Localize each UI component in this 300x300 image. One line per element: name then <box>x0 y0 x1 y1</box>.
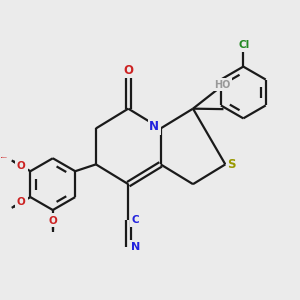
Text: O: O <box>48 216 57 226</box>
Text: N: N <box>149 120 159 133</box>
Text: methoxy: methoxy <box>1 157 8 158</box>
Text: O: O <box>17 197 26 208</box>
Text: O: O <box>48 215 57 225</box>
Text: O: O <box>17 161 26 171</box>
Text: Cl: Cl <box>238 40 250 50</box>
Text: O: O <box>48 215 57 225</box>
Text: O: O <box>123 64 133 77</box>
Text: S: S <box>228 158 236 171</box>
Text: O: O <box>17 197 26 207</box>
Text: O: O <box>17 161 26 171</box>
Text: O: O <box>17 161 26 171</box>
Text: HO: HO <box>214 80 231 90</box>
Text: O: O <box>17 197 26 207</box>
Text: N: N <box>131 242 140 252</box>
Text: C: C <box>132 215 139 225</box>
